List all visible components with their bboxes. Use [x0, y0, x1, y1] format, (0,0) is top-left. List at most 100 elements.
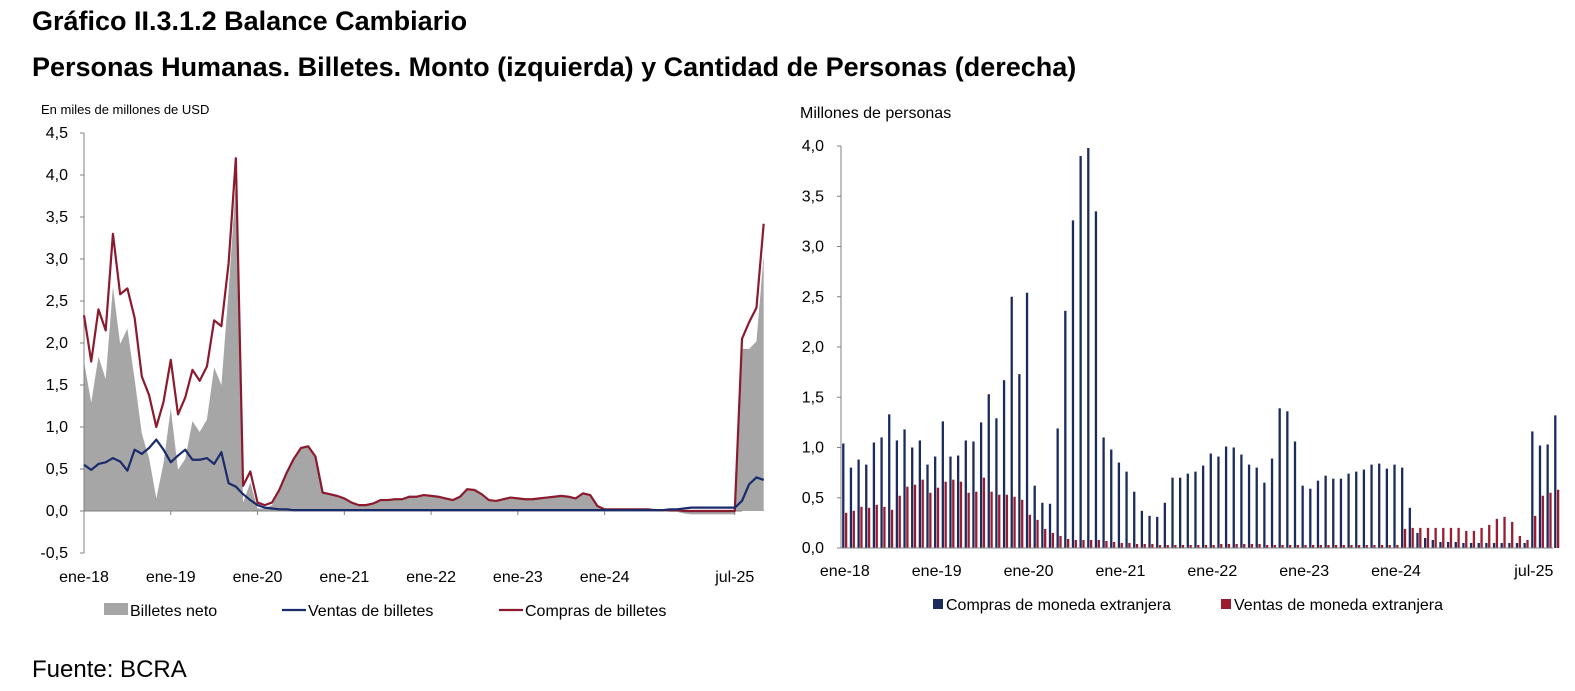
bar-compras-moneda-extranjera — [1355, 471, 1358, 548]
legend-label: Billetes neto — [130, 603, 217, 620]
bar-ventas-moneda-extranjera — [1059, 535, 1062, 548]
bar-ventas-moneda-extranjera — [1243, 543, 1246, 548]
bar-compras-moneda-extranjera — [1554, 415, 1557, 548]
legend-label: Compras de moneda extranjera — [946, 597, 1171, 614]
bar-ventas-moneda-extranjera — [1319, 544, 1322, 548]
left-y-tick-label: 1,0 — [46, 419, 68, 436]
bar-ventas-moneda-extranjera — [1097, 539, 1100, 548]
bar-ventas-moneda-extranjera — [1151, 543, 1154, 548]
bar-ventas-moneda-extranjera — [1051, 532, 1054, 548]
bar-compras-moneda-extranjera — [987, 394, 990, 548]
bar-compras-moneda-extranjera — [1508, 542, 1511, 548]
bar-compras-moneda-extranjera — [1224, 446, 1228, 548]
legend-label: Ventas de billetes — [308, 603, 433, 620]
bar-compras-moneda-extranjera — [1041, 502, 1044, 548]
bar-ventas-moneda-extranjera — [890, 509, 894, 548]
right-y-tick-label: 2,0 — [802, 339, 824, 356]
right-y-tick-label: 0,5 — [802, 490, 824, 507]
right-y-tick-label: 3,0 — [802, 239, 824, 256]
bar-ventas-moneda-extranjera — [990, 491, 993, 548]
bar-ventas-moneda-extranjera — [1005, 494, 1009, 548]
bar-ventas-moneda-extranjera — [860, 506, 863, 548]
bar-ventas-moneda-extranjera — [1105, 540, 1108, 548]
bar-compras-moneda-extranjera — [1010, 296, 1013, 548]
bar-compras-moneda-extranjera — [1469, 542, 1473, 548]
bar-compras-moneda-extranjera — [1002, 380, 1006, 548]
left-x-tick-label: ene-20 — [233, 569, 283, 586]
left-x-tick-label: jul-25 — [714, 569, 754, 586]
bar-ventas-moneda-extranjera — [929, 492, 932, 548]
bar-ventas-moneda-extranjera — [1281, 544, 1284, 548]
bar-ventas-moneda-extranjera — [1350, 544, 1353, 548]
bar-ventas-moneda-extranjera — [1526, 539, 1529, 548]
bar-compras-moneda-extranjera — [1125, 471, 1128, 548]
bar-ventas-moneda-extranjera — [906, 486, 909, 548]
bar-ventas-moneda-extranjera — [1128, 542, 1131, 548]
bar-ventas-moneda-extranjera — [1357, 544, 1361, 548]
bar-compras-moneda-extranjera — [1018, 374, 1021, 548]
bar-ventas-moneda-extranjera — [982, 477, 986, 548]
bar-ventas-moneda-extranjera — [1434, 527, 1437, 548]
bar-compras-moneda-extranjera — [1408, 507, 1411, 548]
bar-ventas-moneda-extranjera — [1067, 538, 1070, 548]
bar-ventas-moneda-extranjera — [1488, 524, 1491, 548]
bar-compras-moneda-extranjera — [1347, 473, 1350, 548]
bar-compras-moneda-extranjera — [1393, 464, 1396, 548]
right-y-tick-label: 1,5 — [802, 389, 824, 406]
bar-ventas-moneda-extranjera — [1388, 544, 1391, 548]
bar-ventas-moneda-extranjera — [1013, 496, 1016, 548]
bar-compras-moneda-extranjera — [1148, 515, 1151, 548]
right-x-tick-label: ene-18 — [820, 563, 870, 580]
bar-compras-moneda-extranjera — [956, 455, 960, 548]
bar-ventas-moneda-extranjera — [1327, 544, 1330, 548]
bar-compras-moneda-extranjera — [1140, 510, 1144, 548]
bar-ventas-moneda-extranjera — [1518, 535, 1521, 548]
right-y-tick-label: 1,0 — [802, 440, 824, 457]
bar-ventas-moneda-extranjera — [1396, 544, 1399, 548]
bar-ventas-moneda-extranjera — [1044, 528, 1047, 548]
left-y-tick-label: 2,0 — [46, 335, 68, 352]
bar-compras-moneda-extranjera — [949, 456, 952, 548]
bar-ventas-moneda-extranjera — [1120, 542, 1123, 548]
bar-compras-moneda-extranjera — [1117, 462, 1121, 548]
bar-ventas-moneda-extranjera — [883, 506, 886, 548]
bar-ventas-moneda-extranjera — [1220, 543, 1223, 548]
bar-compras-moneda-extranjera — [941, 421, 944, 548]
bar-compras-moneda-extranjera — [842, 443, 845, 548]
right-y-tick-label: 4,0 — [802, 138, 824, 155]
left-x-tick-label: ene-21 — [319, 569, 369, 586]
bar-compras-moneda-extranjera — [1362, 469, 1366, 548]
bar-compras-moneda-extranjera — [1186, 473, 1189, 548]
bar-compras-moneda-extranjera — [1217, 456, 1220, 548]
bar-compras-moneda-extranjera — [911, 447, 914, 548]
legend-label: Compras de billetes — [525, 603, 666, 620]
bar-compras-moneda-extranjera — [1247, 464, 1251, 548]
bar-ventas-moneda-extranjera — [1074, 539, 1077, 548]
bar-ventas-moneda-extranjera — [1426, 527, 1430, 548]
bar-compras-moneda-extranjera — [857, 459, 860, 548]
bar-ventas-moneda-extranjera — [998, 494, 1001, 548]
bar-ventas-moneda-extranjera — [1158, 544, 1162, 548]
bar-ventas-moneda-extranjera — [1449, 527, 1453, 548]
left-y-tick-label: 2,5 — [46, 293, 68, 310]
bar-ventas-moneda-extranjera — [867, 507, 871, 548]
bar-compras-moneda-extranjera — [1094, 211, 1098, 548]
bar-compras-moneda-extranjera — [865, 464, 868, 548]
bar-ventas-moneda-extranjera — [1403, 528, 1407, 548]
bar-ventas-moneda-extranjera — [1174, 544, 1177, 548]
bar-compras-moneda-extranjera — [1025, 292, 1029, 548]
bar-ventas-moneda-extranjera — [1480, 527, 1483, 548]
left-y-tick-label: 3,5 — [46, 209, 68, 226]
bar-compras-moneda-extranjera — [1385, 468, 1389, 548]
bar-compras-moneda-extranjera — [1485, 542, 1488, 548]
right-x-tick-label: ene-19 — [912, 563, 962, 580]
bar-ventas-moneda-extranjera — [1342, 544, 1345, 548]
bar-compras-moneda-extranjera — [1255, 467, 1258, 548]
bar-compras-moneda-extranjera — [1278, 408, 1281, 548]
bar-ventas-moneda-extranjera — [1534, 515, 1537, 548]
bar-ventas-moneda-extranjera — [1365, 544, 1368, 548]
chart-title-line1: Gráfico II.3.1.2 Balance Cambiario — [32, 6, 468, 36]
left-y-tick-label: 0,5 — [46, 461, 68, 478]
bar-compras-moneda-extranjera — [1523, 542, 1526, 548]
bar-ventas-moneda-extranjera — [1212, 544, 1215, 548]
